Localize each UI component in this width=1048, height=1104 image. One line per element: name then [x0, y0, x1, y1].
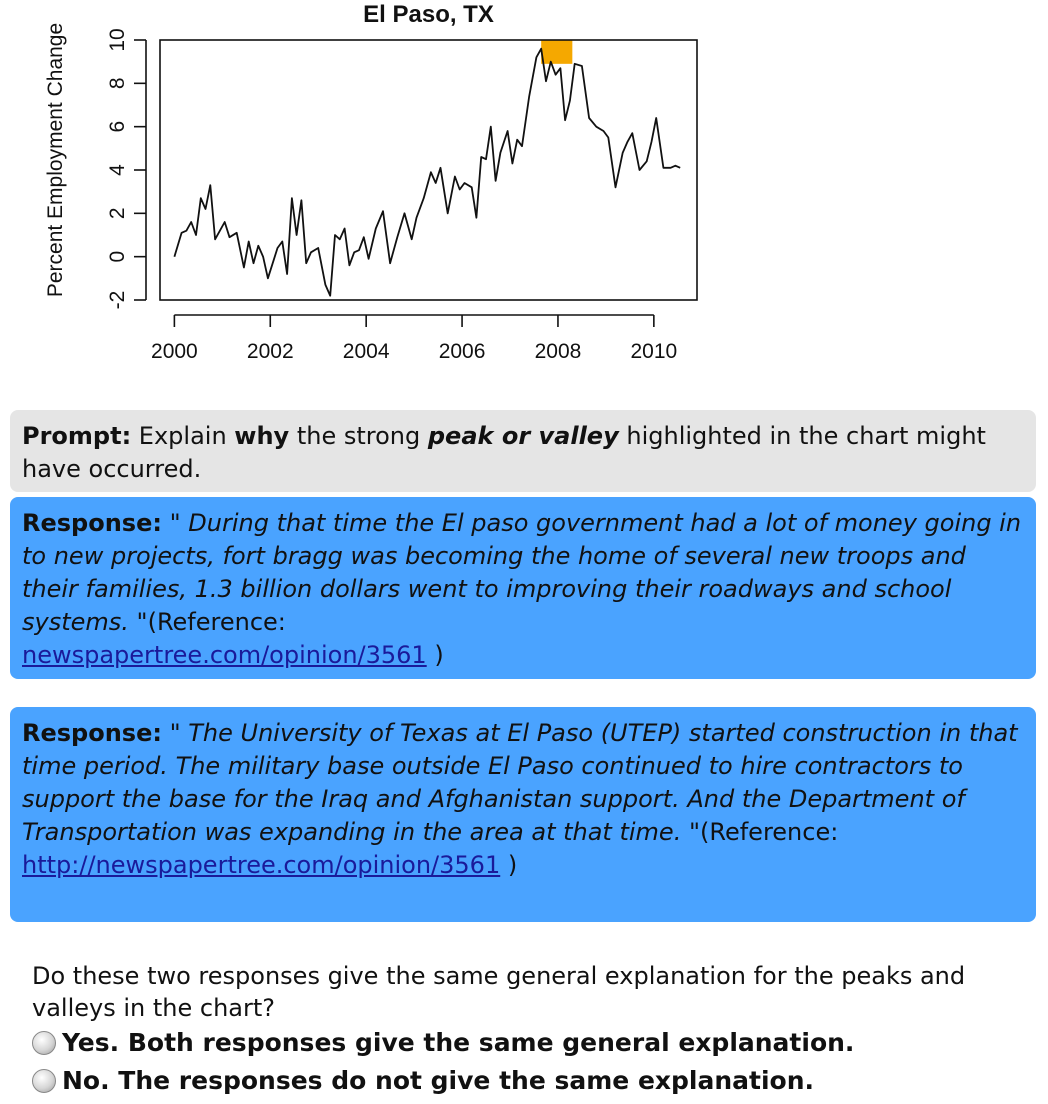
y-tick-label: -2 — [106, 291, 129, 310]
prompt-text-c: the strong — [289, 422, 428, 450]
question-text: Do these two responses give the same gen… — [32, 962, 966, 1022]
highlight-marker — [541, 40, 573, 64]
response-reference-link[interactable]: newspapertree.com/opinion/3561 — [22, 641, 427, 669]
y-tick-label: 6 — [106, 121, 129, 133]
prompt-label: Prompt: — [22, 422, 132, 450]
option-yes-label: Yes. Both responses give the same genera… — [62, 1028, 855, 1057]
option-no[interactable]: No. The responses do not give the same e… — [32, 1066, 814, 1095]
plot-frame — [159, 39, 698, 301]
prompt-text-e: highlighted in the chart might have occu… — [22, 422, 986, 483]
prompt-text-a: Explain — [131, 422, 235, 450]
y-tick-label: 0 — [106, 251, 129, 263]
prompt-text-peak: peak or valley — [427, 422, 619, 450]
x-tick-label: 2008 — [535, 340, 582, 363]
series-line — [173, 47, 681, 297]
y-axis-label: Percent Employment Change — [44, 23, 67, 297]
response-ref-prefix: (Reference: — [147, 608, 286, 636]
prompt-panel: Prompt: Explain why the strong peak or v… — [10, 410, 1036, 492]
y-tick-label: 8 — [106, 77, 129, 89]
radio-no[interactable] — [32, 1068, 56, 1093]
response-quote: " The University of Texas at El Paso (UT… — [22, 719, 1018, 846]
response-label: Response: — [22, 719, 162, 747]
response-ref-suffix: ) — [500, 851, 518, 879]
employment-chart-svg: El Paso, TX Percent Employment Change -2 0 2… — [44, 1, 698, 363]
chart-title: El Paso, TX — [363, 1, 494, 28]
x-tick-label: 2004 — [343, 340, 390, 363]
response-ref-prefix: (Reference: — [700, 818, 839, 846]
employment-chart: El Paso, TX Percent Employment Change -2 0 2… — [0, 0, 1048, 390]
x-tick-label: 2010 — [630, 340, 677, 363]
y-tick-label: 4 — [106, 164, 129, 176]
x-tick-label: 2002 — [247, 340, 294, 363]
prompt-text-why: why — [234, 422, 290, 450]
response-ref-suffix: ) — [426, 641, 444, 669]
response-panel-2: Response: " The University of Texas at E… — [10, 707, 1036, 922]
option-yes[interactable]: Yes. Both responses give the same genera… — [32, 1028, 854, 1057]
x-tick-label: 2000 — [151, 340, 198, 363]
y-tick-label: 2 — [106, 207, 129, 219]
x-tick-label: 2006 — [439, 340, 486, 363]
response-quote: " During that time the El paso governmen… — [22, 509, 1022, 636]
radio-yes[interactable] — [32, 1030, 56, 1055]
option-no-label: No. The responses do not give the same e… — [62, 1066, 815, 1095]
y-tick-label: 10 — [106, 28, 129, 51]
response-label: Response: — [22, 509, 162, 537]
response-panel-1: Response: " During that time the El paso… — [10, 497, 1036, 679]
response-reference-link[interactable]: http://newspapertree.com/opinion/3561 — [22, 851, 501, 879]
